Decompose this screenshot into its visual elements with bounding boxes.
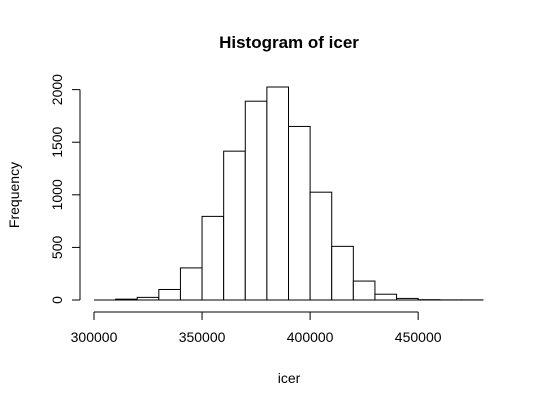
histogram-bar-9 [309,191,333,301]
x-tick-label-3: 450000 [395,329,442,345]
histogram-bar-8 [288,125,311,301]
y-tick-label-0: 0 [49,296,65,304]
y-tick-label-3: 1500 [49,126,65,157]
histogram-bar-6 [244,100,268,301]
y-ticks: 0 500 1000 1500 2000 [49,74,80,304]
histogram-bar-3 [179,267,203,301]
histogram-bar-7 [266,86,289,301]
y-axis-title: Frequency [6,162,22,228]
histogram-bar-11 [352,280,376,301]
histogram-bar-5 [223,150,246,301]
x-tick-label-0: 300000 [71,329,118,345]
histogram-bar-2 [158,288,181,301]
x-tick-label-1: 350000 [179,329,226,345]
histogram-bar-10 [331,245,354,301]
x-tick-label-2: 400000 [287,329,334,345]
x-ticks: 300000 350000 400000 450000 [71,312,442,345]
y-tick-label-4: 2000 [49,74,65,105]
bars-layer [115,86,484,301]
histogram-bar-12 [374,293,398,301]
x-axis: 300000 350000 400000 450000 [71,299,483,345]
y-tick-label-1: 500 [49,236,65,260]
chart-title: Histogram of icer [219,33,359,52]
x-axis-title: icer [278,370,301,386]
y-axis: 0 500 1000 1500 2000 [49,74,81,304]
histogram-bar-4 [201,215,225,301]
y-tick-label-2: 1000 [49,179,65,210]
